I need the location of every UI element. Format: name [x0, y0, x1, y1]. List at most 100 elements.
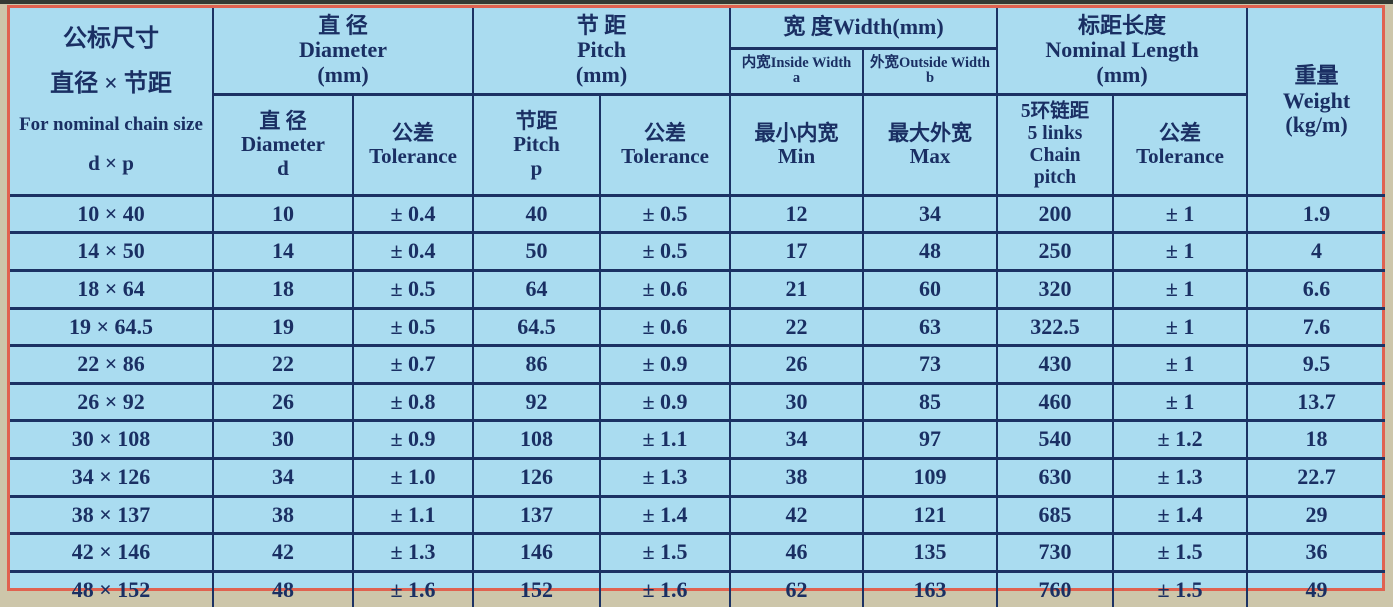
header-nominal-size-zh1: 公标尺寸 [63, 25, 159, 52]
cell-value: 40 [472, 193, 602, 235]
cell-value: ± 0.9 [599, 344, 732, 385]
cell-nominal-size: 34 × 126 [10, 457, 214, 498]
header-sub-width-max: 最大外宽 Max [862, 93, 999, 197]
cell-value: 460 [996, 381, 1115, 423]
cell-nominal-size: 19 × 64.5 [10, 306, 214, 348]
header-sub-pitch-tolerance: 公差 Tolerance [599, 93, 732, 197]
page-top-strip [0, 0, 1393, 4]
cell-value: 200 [996, 193, 1115, 235]
header-sub-diameter: 直 径 Diameter d [213, 93, 354, 197]
cell-value: ± 1.1 [351, 494, 475, 536]
cell-value: 18 [212, 269, 354, 310]
cell-value: 760 [996, 569, 1115, 607]
cell-value: 4 [1246, 231, 1386, 273]
header-sub-length-tolerance: 公差 Tolerance [1112, 93, 1248, 197]
cell-value: 30 [212, 419, 354, 461]
cell-value: 9.5 [1246, 344, 1386, 385]
cell-value: 18 [1246, 419, 1386, 461]
table-row: 18 × 64 18 ± 0.5 64 ± 0.6 21 60 320 ± 1 6.6 [10, 269, 1386, 310]
cell-value: 42 [729, 494, 865, 536]
cell-value: 21 [729, 269, 865, 310]
header-nominal-size-en2: d × p [88, 151, 134, 176]
cell-value: ± 1.0 [351, 457, 475, 498]
cell-value: 38 [729, 457, 865, 498]
cell-value: 86 [472, 344, 602, 385]
cell-value: 17 [729, 231, 865, 273]
table-body: 10 × 40 10 ± 0.4 40 ± 0.5 12 34 200 ± 1 1.9 14 × 5… [10, 193, 1386, 607]
header-nominal-size-zh2: 直径 × 节距 [50, 70, 172, 97]
cell-value: 685 [996, 494, 1115, 536]
table-row: 10 × 40 10 ± 0.4 40 ± 0.5 12 34 200 ± 1 1.9 [10, 193, 1386, 235]
header-inside-width: 内宽Inside Width a [730, 46, 865, 97]
cell-value: ± 1 [1112, 269, 1249, 310]
header-sub-pitch: 节距 Pitch p [472, 93, 602, 197]
cell-value: 60 [862, 269, 999, 310]
cell-value: 630 [996, 457, 1115, 498]
cell-value: 34 [862, 193, 999, 235]
cell-nominal-size: 26 × 92 [10, 381, 214, 423]
cell-value: 73 [862, 344, 999, 385]
table-row: 19 × 64.5 19 ± 0.5 64.5 ± 0.6 22 63 322.5 ± 1 7.6 [10, 306, 1386, 348]
cell-value: 26 [729, 344, 865, 385]
cell-value: 163 [862, 569, 999, 607]
header-group-pitch: 节 距 Pitch (mm) [472, 8, 732, 97]
cell-value: 540 [996, 419, 1115, 461]
cell-value: 22 [729, 306, 865, 348]
cell-value: ± 0.9 [599, 381, 732, 423]
table-row: 42 × 146 42 ± 1.3 146 ± 1.5 46 135 730 ± 1.5 36 [10, 532, 1386, 573]
cell-value: 34 [212, 457, 354, 498]
cell-value: 152 [472, 569, 602, 607]
cell-value: 108 [472, 419, 602, 461]
cell-value: ± 1.1 [599, 419, 732, 461]
cell-value: ± 0.6 [599, 306, 732, 348]
cell-value: 34 [729, 419, 865, 461]
cell-value: 64 [472, 269, 602, 310]
header-sub-diameter-tolerance: 公差 Tolerance [351, 93, 475, 197]
table-row: 30 × 108 30 ± 0.9 108 ± 1.1 34 97 540 ± 1.2 18 [10, 419, 1386, 461]
table-header: 公标尺寸 直径 × 节距 For nominal chain size d × … [10, 8, 1386, 197]
cell-value: 64.5 [472, 306, 602, 348]
cell-value: 109 [862, 457, 999, 498]
cell-value: 30 [729, 381, 865, 423]
cell-value: ± 1.5 [1112, 532, 1249, 573]
cell-nominal-size: 22 × 86 [10, 344, 214, 385]
cell-value: 1.9 [1246, 193, 1386, 235]
table-row: 48 × 152 48 ± 1.6 152 ± 1.6 62 163 760 ± 1.5 49 [10, 569, 1386, 607]
cell-value: ± 0.4 [351, 193, 475, 235]
header-group-nominal-length: 标距长度 Nominal Length (mm) [996, 8, 1249, 97]
cell-value: ± 1.5 [599, 532, 732, 573]
cell-value: ± 0.6 [599, 269, 732, 310]
cell-value: 137 [472, 494, 602, 536]
cell-value: 22.7 [1246, 457, 1386, 498]
cell-value: 85 [862, 381, 999, 423]
cell-value: 97 [862, 419, 999, 461]
cell-value: ± 0.9 [351, 419, 475, 461]
header-nominal-size-en1: For nominal chain size [19, 114, 203, 136]
cell-nominal-size: 38 × 137 [10, 494, 214, 536]
cell-value: ± 1 [1112, 193, 1249, 235]
cell-value: ± 0.5 [351, 269, 475, 310]
cell-value: 121 [862, 494, 999, 536]
spec-table-frame: 公标尺寸 直径 × 节距 For nominal chain size d × … [7, 5, 1386, 607]
cell-value: ± 1.6 [351, 569, 475, 607]
cell-value: 22 [212, 344, 354, 385]
cell-value: ± 1.5 [1112, 569, 1249, 607]
cell-nominal-size: 42 × 146 [10, 532, 214, 573]
cell-value: 19 [212, 306, 354, 348]
cell-nominal-size: 14 × 50 [10, 231, 214, 273]
cell-value: 126 [472, 457, 602, 498]
cell-value: 135 [862, 532, 999, 573]
cell-value: 7.6 [1246, 306, 1386, 348]
cell-value: 12 [729, 193, 865, 235]
cell-value: ± 1 [1112, 231, 1249, 273]
cell-value: ± 1 [1112, 306, 1249, 348]
cell-value: 49 [1246, 569, 1386, 607]
cell-value: ± 0.5 [599, 193, 732, 235]
header-weight: 重量 Weight (kg/m) [1246, 8, 1386, 197]
cell-value: ± 1.4 [599, 494, 732, 536]
table-row: 34 × 126 34 ± 1.0 126 ± 1.3 38 109 630 ± 1.3 22.7 [10, 457, 1386, 498]
header-nominal-size: 公标尺寸 直径 × 节距 For nominal chain size d × … [10, 8, 214, 197]
cell-value: 48 [212, 569, 354, 607]
cell-value: 50 [472, 231, 602, 273]
cell-value: 29 [1246, 494, 1386, 536]
